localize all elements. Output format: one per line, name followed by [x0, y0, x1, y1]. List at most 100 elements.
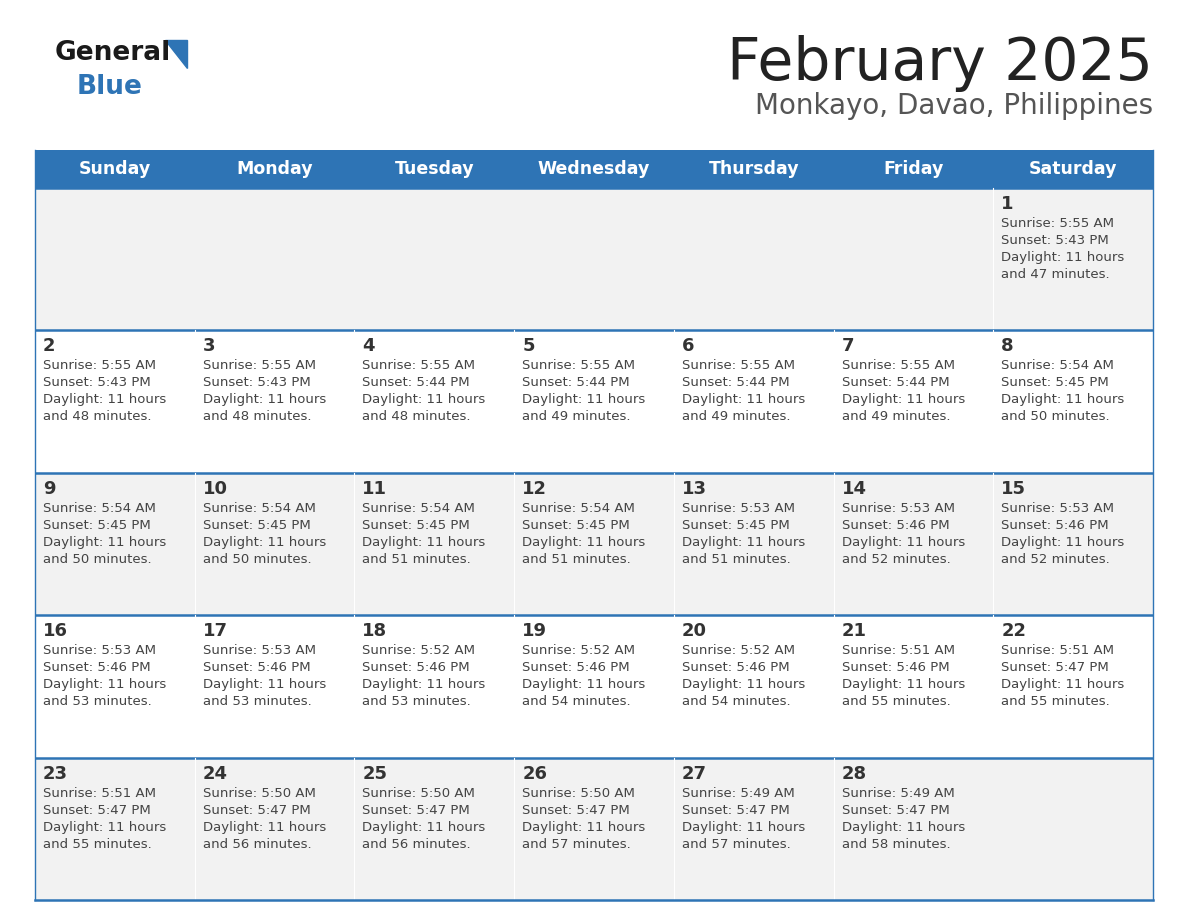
- Bar: [354, 615, 514, 757]
- Bar: [195, 615, 354, 757]
- Text: and 49 minutes.: and 49 minutes.: [682, 410, 790, 423]
- Text: Daylight: 11 hours: Daylight: 11 hours: [1001, 251, 1125, 264]
- Text: and 55 minutes.: and 55 minutes.: [841, 695, 950, 708]
- Bar: [514, 330, 674, 473]
- Bar: [514, 150, 674, 188]
- Text: Sunrise: 5:52 AM: Sunrise: 5:52 AM: [362, 644, 475, 657]
- Text: 16: 16: [43, 622, 68, 640]
- Text: Sunset: 5:47 PM: Sunset: 5:47 PM: [43, 803, 151, 817]
- Text: Sunrise: 5:50 AM: Sunrise: 5:50 AM: [203, 787, 316, 800]
- Text: Daylight: 11 hours: Daylight: 11 hours: [682, 821, 805, 834]
- Text: and 48 minutes.: and 48 minutes.: [203, 410, 311, 423]
- Text: Sunrise: 5:51 AM: Sunrise: 5:51 AM: [841, 644, 955, 657]
- Text: Wednesday: Wednesday: [538, 160, 650, 178]
- Text: and 54 minutes.: and 54 minutes.: [523, 695, 631, 708]
- Bar: [993, 330, 1154, 473]
- Text: Sunrise: 5:53 AM: Sunrise: 5:53 AM: [1001, 502, 1114, 515]
- Text: Daylight: 11 hours: Daylight: 11 hours: [43, 394, 166, 407]
- Text: 2: 2: [43, 338, 56, 355]
- Text: Sunset: 5:44 PM: Sunset: 5:44 PM: [523, 376, 630, 389]
- Text: Daylight: 11 hours: Daylight: 11 hours: [362, 821, 486, 834]
- Text: Daylight: 11 hours: Daylight: 11 hours: [1001, 536, 1125, 549]
- Text: Sunset: 5:45 PM: Sunset: 5:45 PM: [523, 519, 630, 532]
- Text: 20: 20: [682, 622, 707, 640]
- Bar: [195, 188, 354, 330]
- Text: Daylight: 11 hours: Daylight: 11 hours: [1001, 394, 1125, 407]
- Text: 11: 11: [362, 480, 387, 498]
- Bar: [354, 757, 514, 900]
- Bar: [834, 757, 993, 900]
- Text: 25: 25: [362, 765, 387, 783]
- Text: and 57 minutes.: and 57 minutes.: [682, 837, 790, 851]
- Text: General: General: [55, 40, 171, 66]
- Text: and 47 minutes.: and 47 minutes.: [1001, 268, 1110, 281]
- Text: and 57 minutes.: and 57 minutes.: [523, 837, 631, 851]
- Text: Sunrise: 5:54 AM: Sunrise: 5:54 AM: [523, 502, 636, 515]
- Bar: [993, 188, 1154, 330]
- Bar: [34, 615, 195, 757]
- Text: 10: 10: [203, 480, 228, 498]
- Text: 26: 26: [523, 765, 548, 783]
- Text: 24: 24: [203, 765, 228, 783]
- Text: Sunset: 5:47 PM: Sunset: 5:47 PM: [362, 803, 470, 817]
- Text: Blue: Blue: [77, 74, 143, 100]
- Bar: [514, 188, 674, 330]
- Text: Sunset: 5:46 PM: Sunset: 5:46 PM: [203, 661, 310, 674]
- Text: Friday: Friday: [883, 160, 943, 178]
- Text: 23: 23: [43, 765, 68, 783]
- Text: February 2025: February 2025: [727, 35, 1154, 92]
- Text: Sunrise: 5:55 AM: Sunrise: 5:55 AM: [43, 360, 156, 373]
- Text: and 56 minutes.: and 56 minutes.: [203, 837, 311, 851]
- Text: 22: 22: [1001, 622, 1026, 640]
- Polygon shape: [165, 40, 187, 68]
- Text: Sunrise: 5:49 AM: Sunrise: 5:49 AM: [841, 787, 954, 800]
- Bar: [354, 473, 514, 615]
- Text: Daylight: 11 hours: Daylight: 11 hours: [362, 536, 486, 549]
- Text: Sunset: 5:46 PM: Sunset: 5:46 PM: [682, 661, 790, 674]
- Text: Sunrise: 5:49 AM: Sunrise: 5:49 AM: [682, 787, 795, 800]
- Text: Sunrise: 5:52 AM: Sunrise: 5:52 AM: [682, 644, 795, 657]
- Bar: [993, 150, 1154, 188]
- Text: 4: 4: [362, 338, 375, 355]
- Bar: [354, 188, 514, 330]
- Text: 7: 7: [841, 338, 854, 355]
- Text: and 50 minutes.: and 50 minutes.: [43, 553, 152, 565]
- Text: Sunset: 5:46 PM: Sunset: 5:46 PM: [523, 661, 630, 674]
- Text: Sunset: 5:45 PM: Sunset: 5:45 PM: [1001, 376, 1110, 389]
- Text: Sunrise: 5:55 AM: Sunrise: 5:55 AM: [682, 360, 795, 373]
- Text: 18: 18: [362, 622, 387, 640]
- Text: Sunset: 5:47 PM: Sunset: 5:47 PM: [523, 803, 630, 817]
- Text: Sunset: 5:47 PM: Sunset: 5:47 PM: [682, 803, 790, 817]
- Text: Thursday: Thursday: [708, 160, 800, 178]
- Text: 13: 13: [682, 480, 707, 498]
- Text: Sunset: 5:43 PM: Sunset: 5:43 PM: [203, 376, 310, 389]
- Text: Saturday: Saturday: [1029, 160, 1118, 178]
- Text: Sunset: 5:46 PM: Sunset: 5:46 PM: [841, 661, 949, 674]
- Text: 14: 14: [841, 480, 866, 498]
- Bar: [993, 615, 1154, 757]
- Bar: [993, 473, 1154, 615]
- Bar: [674, 615, 834, 757]
- Text: and 53 minutes.: and 53 minutes.: [362, 695, 472, 708]
- Bar: [674, 757, 834, 900]
- Bar: [834, 330, 993, 473]
- Bar: [354, 330, 514, 473]
- Text: Sunset: 5:47 PM: Sunset: 5:47 PM: [1001, 661, 1110, 674]
- Text: Daylight: 11 hours: Daylight: 11 hours: [362, 678, 486, 691]
- Text: and 48 minutes.: and 48 minutes.: [362, 410, 470, 423]
- Text: Daylight: 11 hours: Daylight: 11 hours: [523, 394, 645, 407]
- Text: and 50 minutes.: and 50 minutes.: [1001, 410, 1110, 423]
- Text: Sunrise: 5:54 AM: Sunrise: 5:54 AM: [203, 502, 316, 515]
- Text: Sunset: 5:47 PM: Sunset: 5:47 PM: [203, 803, 310, 817]
- Text: Sunset: 5:46 PM: Sunset: 5:46 PM: [43, 661, 151, 674]
- Text: and 58 minutes.: and 58 minutes.: [841, 837, 950, 851]
- Text: Sunrise: 5:53 AM: Sunrise: 5:53 AM: [841, 502, 955, 515]
- Bar: [514, 615, 674, 757]
- Bar: [34, 188, 195, 330]
- Text: and 51 minutes.: and 51 minutes.: [523, 553, 631, 565]
- Text: Sunrise: 5:54 AM: Sunrise: 5:54 AM: [362, 502, 475, 515]
- Text: Sunset: 5:44 PM: Sunset: 5:44 PM: [841, 376, 949, 389]
- Text: Sunrise: 5:55 AM: Sunrise: 5:55 AM: [1001, 217, 1114, 230]
- Bar: [34, 473, 195, 615]
- Text: 5: 5: [523, 338, 535, 355]
